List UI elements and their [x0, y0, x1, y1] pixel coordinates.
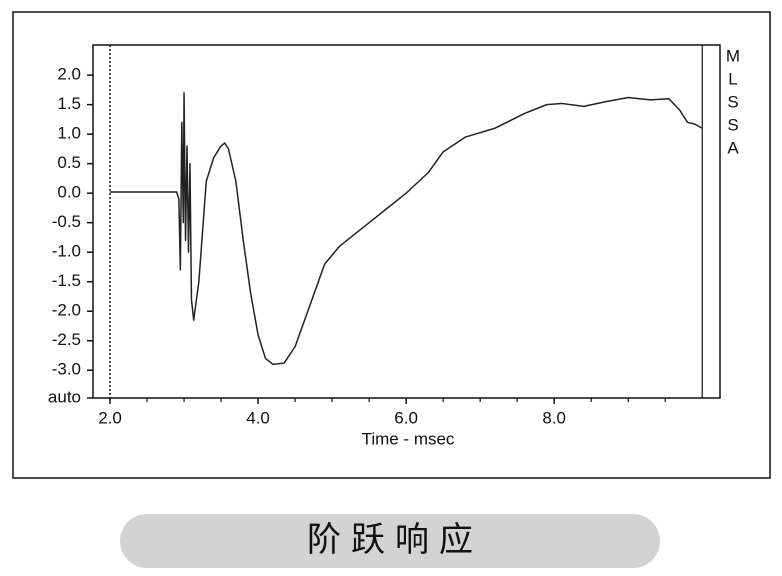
- caption: 阶跃响应: [307, 521, 483, 559]
- side-label-letter: S: [727, 92, 738, 111]
- x-tick-label: 8.0: [542, 408, 566, 427]
- y-tick-label: 0.0: [57, 183, 81, 202]
- x-tick-label: 4.0: [246, 408, 270, 427]
- x-tick-label: 2.0: [98, 408, 122, 427]
- y-tick-label: auto: [48, 387, 81, 406]
- side-label-letter: L: [728, 69, 737, 88]
- side-label-letter: S: [727, 115, 738, 134]
- frame: [12, 11, 771, 479]
- side-label-letter: A: [727, 138, 739, 157]
- y-tick-label: -1.0: [52, 242, 81, 261]
- y-tick-label: -2.0: [52, 301, 81, 320]
- y-tick-label: -0.5: [52, 212, 81, 231]
- y-tick-label: -2.5: [52, 330, 81, 349]
- x-axis-label: Time - msec: [362, 429, 455, 448]
- x-tick-label: 6.0: [394, 408, 418, 427]
- y-tick-label: 0.5: [57, 153, 81, 172]
- caption-pill: [120, 514, 660, 568]
- y-tick-label: 1.0: [57, 124, 81, 143]
- series-line: [110, 92, 703, 366]
- y-tick-label: 2.0: [57, 65, 81, 84]
- side-label-letter: M: [726, 46, 740, 65]
- y-tick-label: 1.5: [57, 94, 81, 113]
- y-tick-label: -3.0: [52, 360, 81, 379]
- y-tick-label: -1.5: [52, 271, 81, 290]
